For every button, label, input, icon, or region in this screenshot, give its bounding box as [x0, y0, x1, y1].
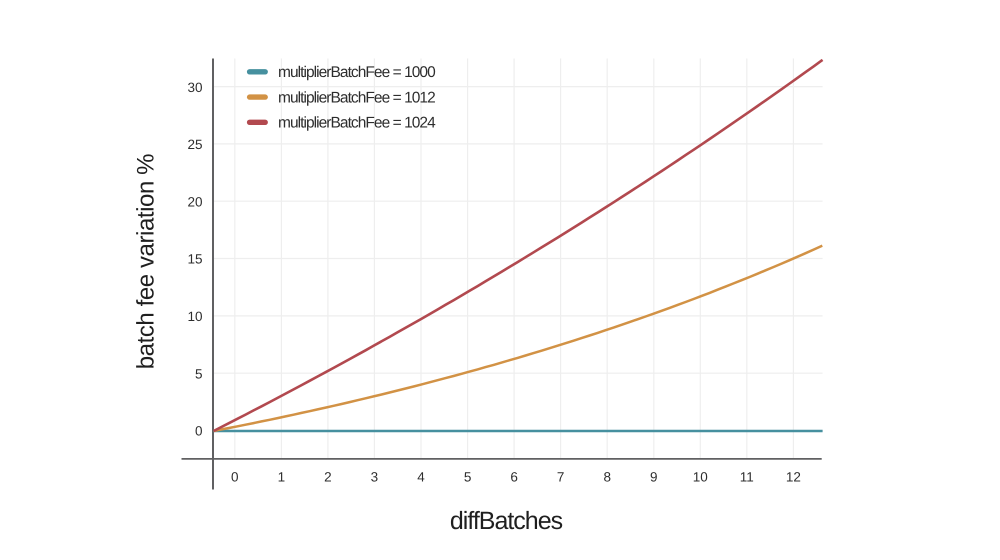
svg-text:20: 20 — [187, 194, 202, 209]
svg-text:diffBatches: diffBatches — [450, 507, 563, 535]
svg-text:2: 2 — [324, 469, 332, 484]
svg-text:multiplierBatchFee = 1000: multiplierBatchFee = 1000 — [278, 64, 436, 81]
svg-text:8: 8 — [603, 469, 611, 484]
svg-text:10: 10 — [187, 309, 202, 324]
svg-text:9: 9 — [650, 469, 658, 484]
svg-text:15: 15 — [187, 252, 202, 267]
svg-text:5: 5 — [195, 366, 203, 381]
svg-text:multiplierBatchFee = 1024: multiplierBatchFee = 1024 — [278, 115, 436, 132]
svg-text:6: 6 — [510, 469, 518, 484]
svg-text:1: 1 — [278, 469, 286, 484]
svg-text:3: 3 — [371, 469, 379, 484]
svg-text:0: 0 — [195, 424, 203, 439]
svg-text:12: 12 — [786, 469, 801, 484]
svg-text:multiplierBatchFee = 1012: multiplierBatchFee = 1012 — [278, 90, 435, 107]
svg-text:4: 4 — [417, 469, 425, 484]
svg-text:10: 10 — [693, 469, 708, 484]
svg-text:11: 11 — [740, 469, 754, 484]
svg-text:batch fee variation %: batch fee variation % — [132, 154, 159, 369]
svg-text:0: 0 — [231, 469, 239, 484]
svg-text:25: 25 — [187, 137, 202, 152]
svg-text:5: 5 — [464, 469, 472, 484]
svg-text:7: 7 — [557, 469, 565, 484]
svg-text:30: 30 — [187, 80, 202, 95]
